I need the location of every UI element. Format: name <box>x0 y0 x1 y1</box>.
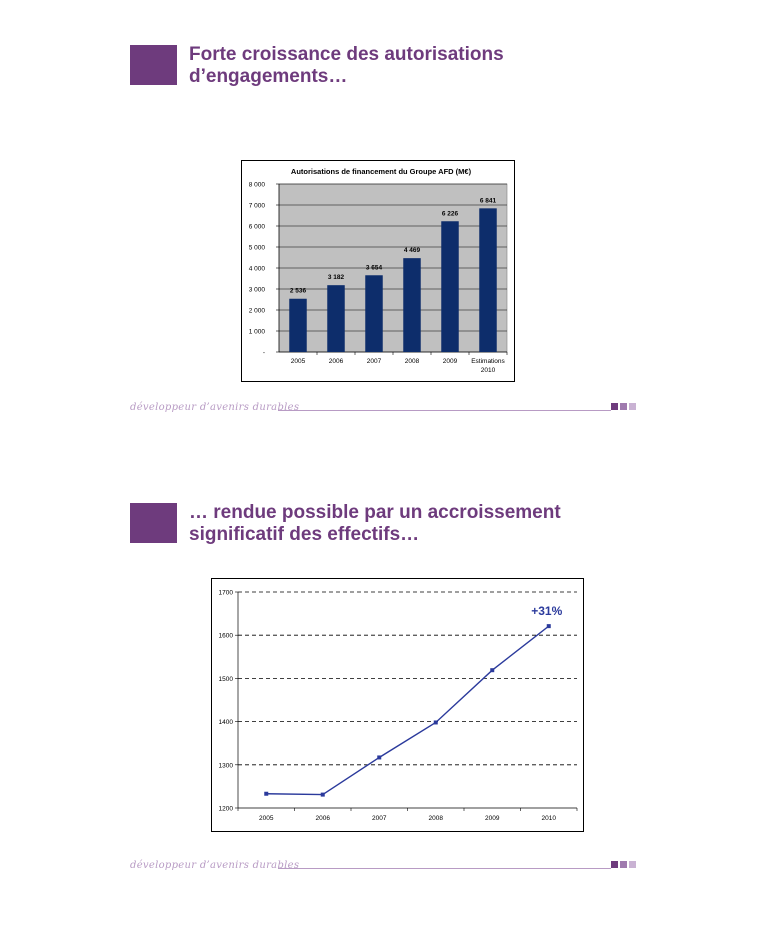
y-tick-label: 8 000 <box>249 182 266 189</box>
title-square <box>130 503 177 543</box>
y-tick-label: 4 000 <box>249 266 266 273</box>
bar <box>403 258 421 352</box>
slide-title: … rendue possible par un accroissement s… <box>189 502 561 546</box>
slide-title: Forte croissance des autorisations d’eng… <box>189 44 504 88</box>
footer-rule <box>278 868 611 869</box>
x-tick-label: 2008 <box>429 815 444 822</box>
footer-square-3 <box>629 403 636 410</box>
y-tick-label: 1600 <box>219 633 234 640</box>
x-tick-label: 2009 <box>485 815 500 822</box>
y-tick-label: 1700 <box>219 590 234 597</box>
x-tick-label: Estimations <box>471 358 505 365</box>
x-tick-label: 2006 <box>316 815 331 822</box>
bar-chart: Autorisations de financement du Groupe A… <box>241 160 515 382</box>
x-tick-label: 2007 <box>372 815 387 822</box>
x-tick-label: 2005 <box>291 358 306 365</box>
y-tick-label: 1500 <box>219 676 234 683</box>
y-tick-label: 1300 <box>219 762 234 769</box>
bar <box>327 285 345 352</box>
y-tick-label: 2 000 <box>249 308 266 315</box>
footer-tagline: développeur d’avenirs durables <box>130 402 300 413</box>
footer-square-2 <box>620 861 627 868</box>
slide-title-line-2: significatif des effectifs… <box>189 524 420 545</box>
y-tick-label: 6 000 <box>249 224 266 231</box>
data-point <box>320 792 325 797</box>
footer-square-3 <box>629 861 636 868</box>
bar <box>479 208 497 352</box>
growth-annotation: +31% <box>531 604 562 618</box>
slide-title-line-1: … rendue possible par un accroissement <box>189 502 561 523</box>
footer-square-1 <box>611 403 618 410</box>
y-tick-label: 1200 <box>219 806 234 813</box>
data-label: 4 469 <box>404 247 421 254</box>
chart-title: Autorisations de financement du Groupe A… <box>291 167 472 176</box>
data-point <box>377 755 382 760</box>
data-point <box>433 720 438 725</box>
chart-frame <box>211 578 584 832</box>
footer-square-2 <box>620 403 627 410</box>
y-tick-label: 5 000 <box>249 245 266 252</box>
x-tick-label: 2006 <box>329 358 344 365</box>
slide-title-line-2: d’engagements… <box>189 66 348 87</box>
y-tick-label: 1 000 <box>249 329 266 336</box>
slide-title-line-1: Forte croissance des autorisations <box>189 44 504 65</box>
bar <box>365 275 383 352</box>
x-tick-label: 2008 <box>405 358 420 365</box>
data-point <box>490 668 495 673</box>
bar <box>441 221 459 352</box>
y-tick-label: 7 000 <box>249 203 266 210</box>
data-label: 3 182 <box>328 274 345 281</box>
footer-rule <box>278 410 611 411</box>
data-label: 2 536 <box>290 288 307 295</box>
line-chart: 1200 1300 1400 1500 1600 1700 2005 2006 2007 2008… <box>211 578 584 832</box>
y-tick-label: 1400 <box>219 719 234 726</box>
x-tick-label: 2009 <box>443 358 458 365</box>
title-square <box>130 45 177 85</box>
x-tick-label: 2010 <box>542 815 557 822</box>
y-tick-label: - <box>263 350 265 357</box>
data-label: 3 654 <box>366 264 383 271</box>
data-label: 6 226 <box>442 210 459 217</box>
y-tick-label: 3 000 <box>249 287 266 294</box>
footer-square-1 <box>611 861 618 868</box>
footer-tagline: développeur d’avenirs durables <box>130 860 300 871</box>
x-tick-label: 2010 <box>481 367 496 374</box>
data-point <box>264 791 269 796</box>
bar <box>289 298 307 352</box>
x-tick-label: 2005 <box>259 815 274 822</box>
data-point <box>546 624 551 629</box>
x-tick-label: 2007 <box>367 358 382 365</box>
data-label: 6 841 <box>480 197 497 204</box>
series-line <box>266 625 550 796</box>
